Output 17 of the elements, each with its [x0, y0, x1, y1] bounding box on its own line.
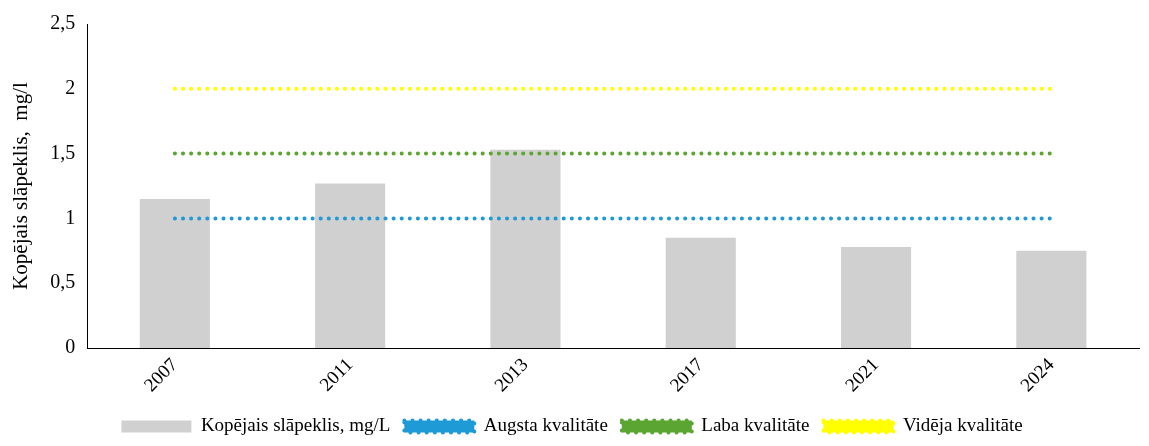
bar	[665, 237, 736, 349]
bar	[139, 198, 210, 349]
bar	[1016, 250, 1087, 349]
y-tick-label: 2	[65, 76, 76, 99]
legend-label: Laba kvalitāte	[701, 414, 810, 436]
y-tick-label: 1,5	[50, 140, 76, 163]
y-tick-label: 0	[65, 335, 76, 358]
bar	[490, 149, 561, 349]
y-tick-label: 1	[65, 205, 76, 228]
y-axis-title: Kopējais slāpeklis, mg/l	[8, 82, 33, 290]
bar	[840, 246, 912, 349]
legend-label: Vidēja kvalitāte	[902, 414, 1023, 436]
legend-label: Kopējais slāpeklis, mg/L	[200, 414, 391, 436]
y-tick-label: 2,5	[50, 11, 76, 34]
legend-label: Augsta kvalitāte	[483, 414, 608, 436]
y-tick-label: 0,5	[50, 270, 76, 293]
bar	[315, 183, 386, 349]
